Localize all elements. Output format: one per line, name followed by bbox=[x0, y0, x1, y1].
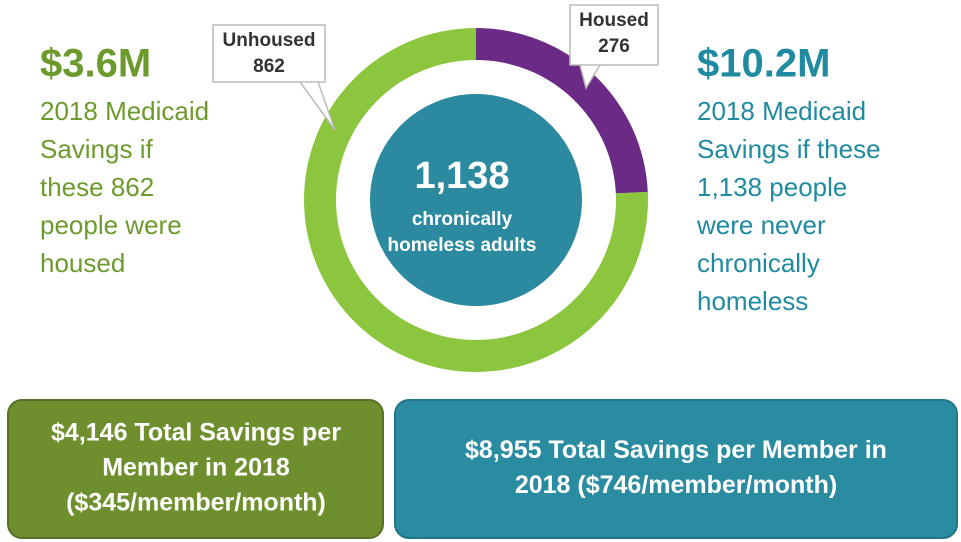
box-text: ($345/member/month) bbox=[66, 489, 326, 517]
data-label: 276 bbox=[598, 36, 630, 57]
center-text: chronically bbox=[412, 209, 513, 230]
callout-pointer bbox=[299, 81, 336, 131]
left-text: these 862 bbox=[40, 172, 154, 202]
legend-label: Unhoused bbox=[223, 30, 316, 51]
left-text: Savings if bbox=[40, 134, 153, 164]
right-text: chronically bbox=[697, 248, 820, 278]
left-text: 2018 Medicaid bbox=[40, 96, 209, 126]
right-box bbox=[394, 399, 958, 539]
callout-box bbox=[212, 24, 326, 83]
right-text: 1,138 people bbox=[697, 172, 847, 202]
box-text: $8,955 Total Savings per Member in bbox=[465, 436, 887, 464]
legend-label: Housed bbox=[579, 10, 649, 31]
left-text: people were bbox=[40, 210, 182, 240]
center-text: homeless adults bbox=[388, 235, 537, 256]
center-value: 1,138 bbox=[414, 155, 509, 197]
left-box bbox=[7, 399, 384, 539]
left-text: housed bbox=[40, 248, 125, 278]
center-circle bbox=[370, 94, 582, 306]
right-text: were never bbox=[696, 210, 826, 240]
data-label: 862 bbox=[253, 56, 285, 77]
donut-slice bbox=[476, 28, 648, 194]
box-text: 2018 ($746/member/month) bbox=[515, 471, 837, 499]
box-text: $4,146 Total Savings per bbox=[51, 419, 341, 447]
callout-box bbox=[569, 4, 659, 66]
box-text: Member in 2018 bbox=[102, 454, 290, 482]
right-amount: $10.2M bbox=[697, 42, 830, 86]
right-text: 2018 Medicaid bbox=[697, 96, 866, 126]
right-text: Savings if these bbox=[697, 134, 881, 164]
right-text: homeless bbox=[697, 286, 808, 316]
left-amount: $3.6M bbox=[40, 42, 151, 86]
callout-pointer bbox=[579, 64, 601, 90]
